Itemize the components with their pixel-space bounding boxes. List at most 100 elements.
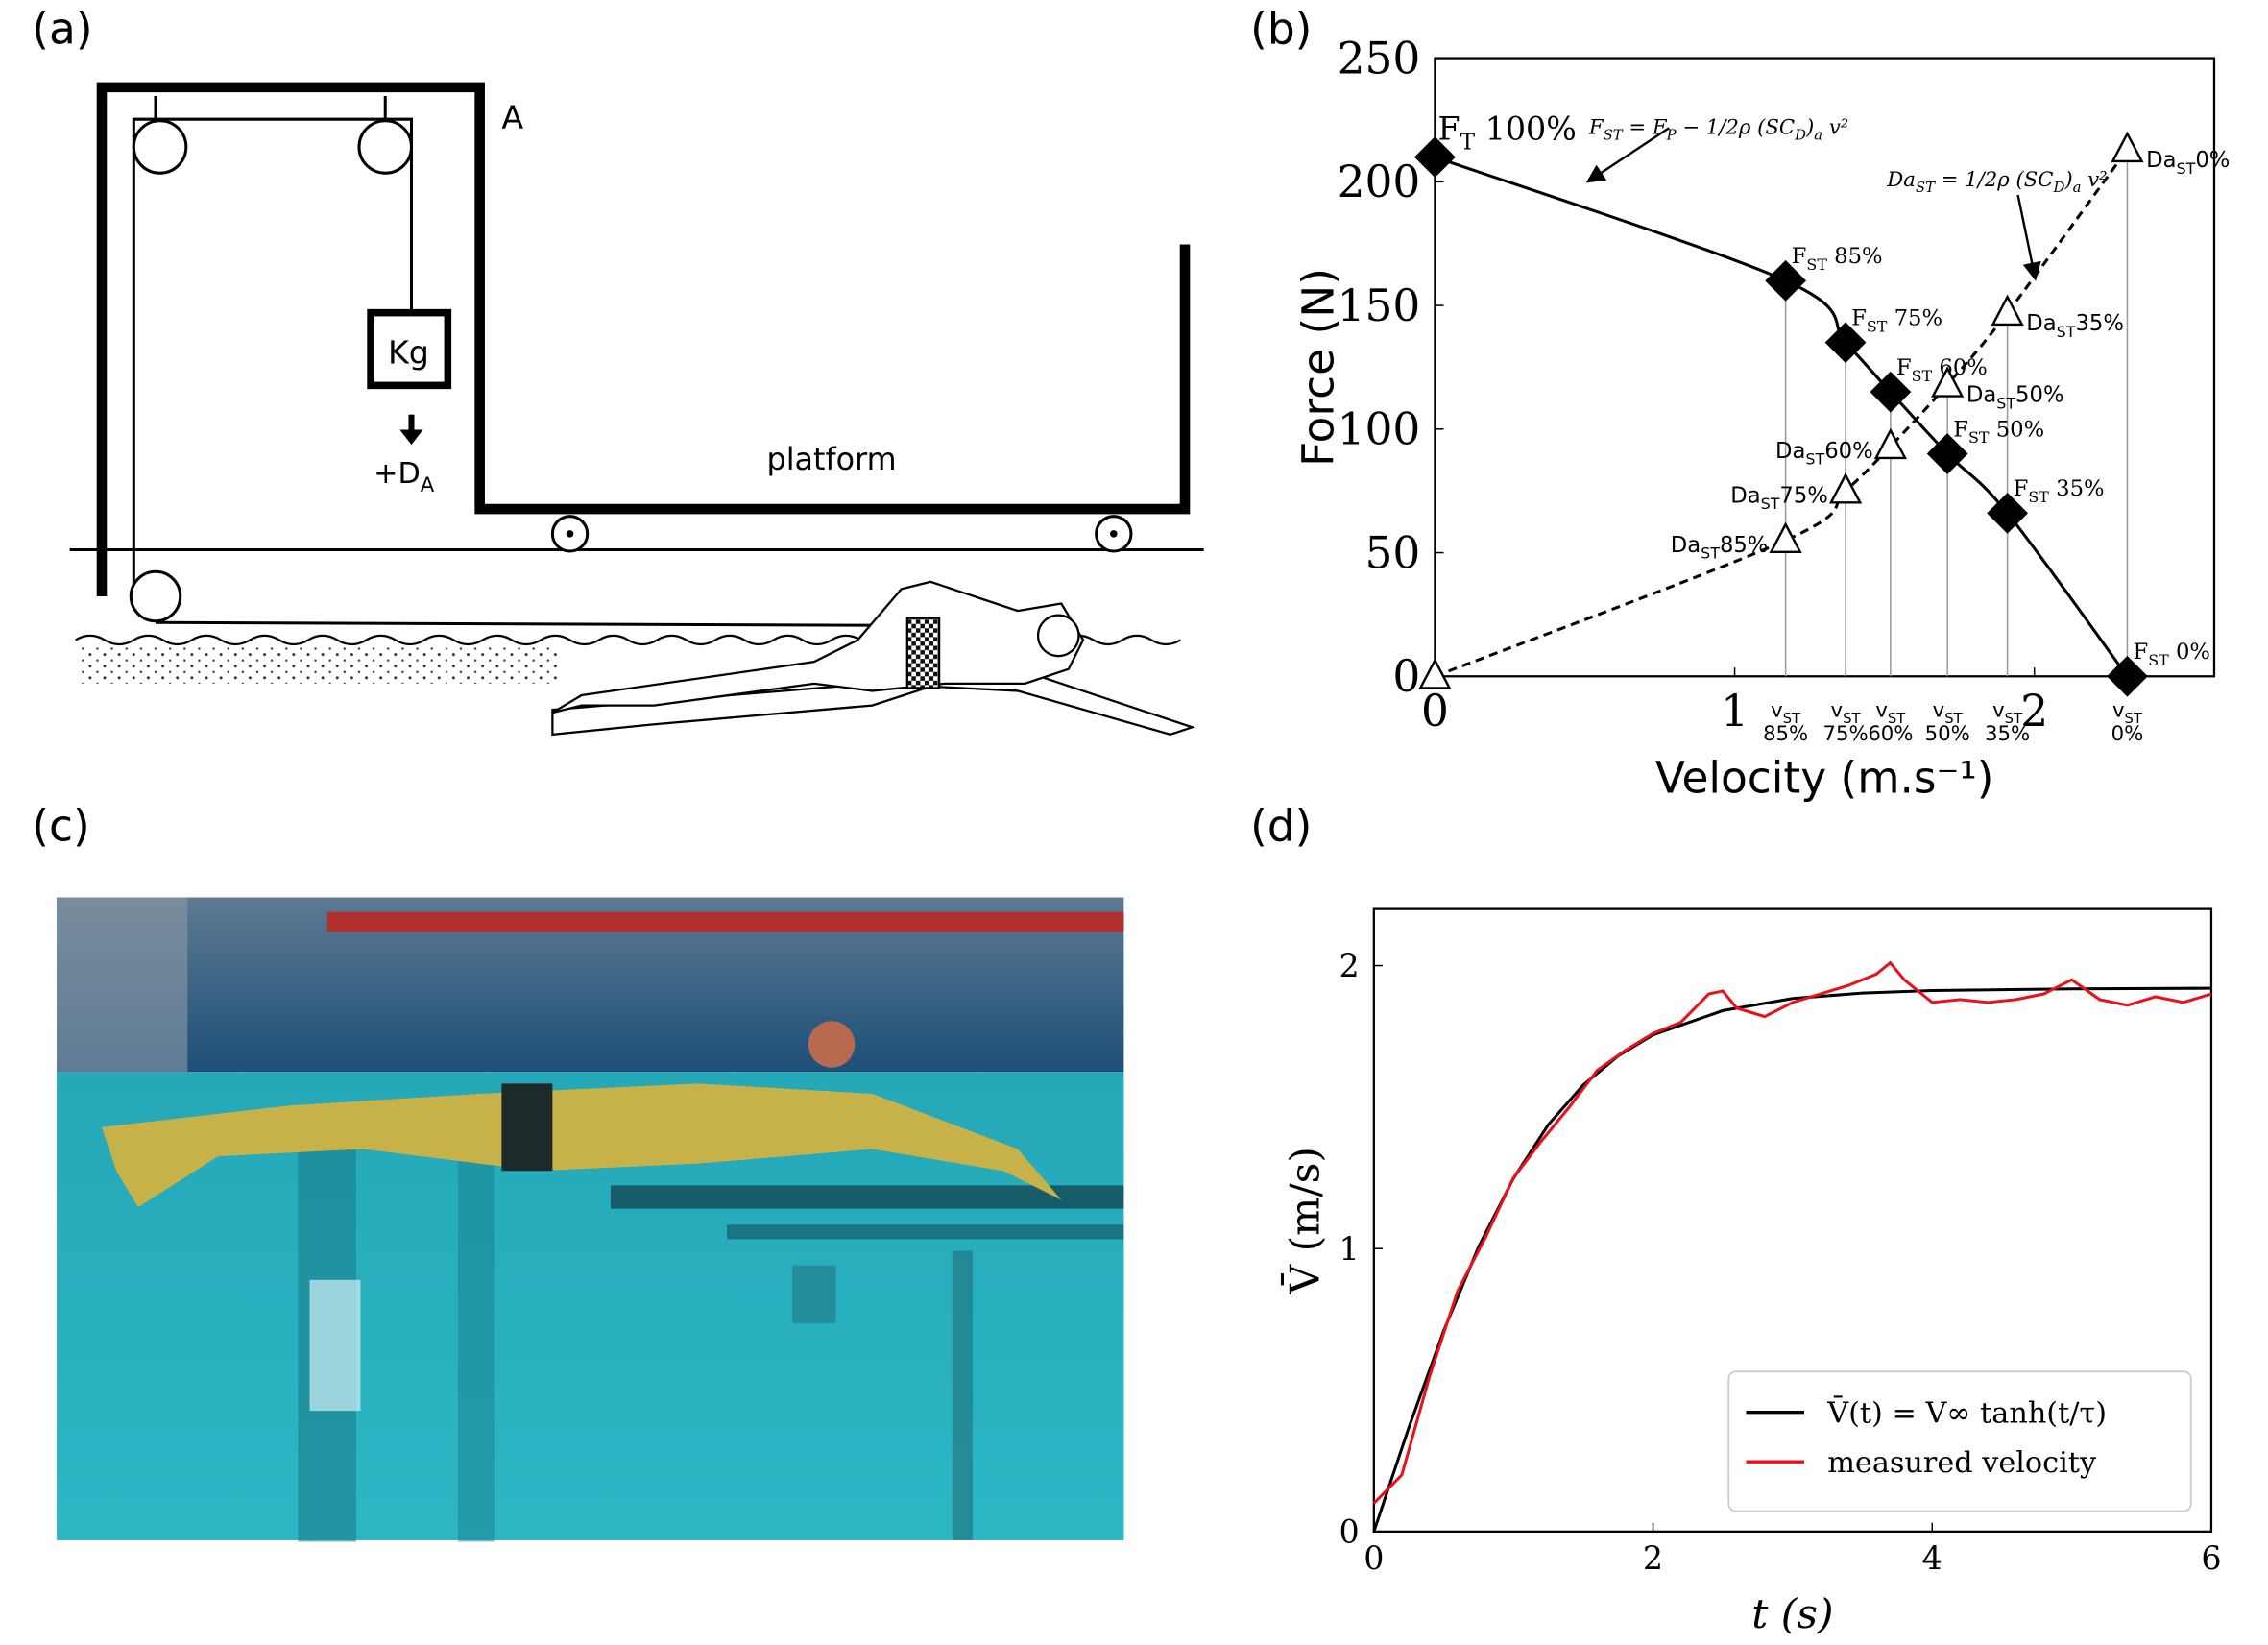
diamond-marker [2107, 655, 2148, 697]
tow-line [156, 620, 902, 627]
text-part: F [2134, 640, 2149, 665]
subscript: T [1460, 129, 1476, 155]
lane-rope [727, 1224, 1124, 1240]
point-label: FST 85% [1792, 244, 1883, 274]
text-part: Da [1966, 383, 1996, 408]
panel-label: (c) [32, 800, 89, 851]
annotation: DaST = 1/2ρ (SCD)a v² [1886, 167, 2107, 196]
x-tick-label: 1 [1721, 686, 1749, 737]
text-part: v [1771, 698, 1783, 722]
text-part: F [2014, 476, 2029, 501]
subscript: ST [1944, 711, 1963, 727]
x-point-label: vST [1875, 698, 1906, 727]
subscript: ST [2124, 711, 2142, 727]
text-part: ) [2063, 167, 2072, 191]
text-part: − 1/2ρ (SC [1677, 114, 1795, 138]
annotation-arrow [1585, 127, 1670, 183]
diamond-marker [1824, 322, 1867, 364]
light [309, 1279, 361, 1412]
text-part: Da [2026, 311, 2056, 336]
pulley [132, 119, 188, 175]
subscript: ST [1996, 394, 2015, 412]
x-point-label: 75% [1823, 721, 1869, 745]
text-part: 85% [1720, 533, 1768, 558]
point-label: FST 60% [1896, 355, 1988, 385]
lane-marking [952, 1250, 973, 1540]
weight [367, 308, 452, 390]
subscript: ST [2028, 488, 2049, 506]
water [80, 646, 560, 684]
text-part: F [1792, 244, 1807, 269]
swimmer-body [551, 580, 1085, 714]
pulley [129, 569, 182, 623]
series-line [1372, 960, 2212, 1505]
swimmer [101, 1083, 1062, 1208]
text-part: v² [1822, 114, 1848, 138]
subscript: ST [2005, 711, 2023, 727]
text-part: F [1851, 306, 1867, 331]
subscript: a [1814, 128, 1822, 144]
subscript: ST [1843, 711, 1861, 727]
point-label: DaST75% [1730, 483, 1828, 513]
diamond-marker [1414, 136, 1456, 178]
point-label: FST 50% [1953, 417, 2044, 447]
x-point-label: 50% [1925, 721, 1970, 745]
annotation: FST = FP − 1/2ρ (SCD)a v² [1588, 114, 1848, 143]
text-part: 85% [1827, 244, 1883, 269]
text-part: v [1933, 698, 1945, 722]
legend-label: V̄(t) = V∞ tanh(t/τ) [1826, 1395, 2107, 1431]
x-point-label: 60% [1868, 721, 1913, 745]
text-part: Da [1671, 533, 1701, 558]
x-point-label: vST [1831, 698, 1862, 727]
text-part: F [1588, 114, 1604, 138]
y-tick-label: 2 [1339, 947, 1360, 984]
text-part: 50% [1989, 417, 2044, 442]
plot-frame [1372, 907, 2213, 1533]
point-label: FST 35% [2014, 476, 2105, 506]
x-point-label: 35% [1985, 721, 2030, 745]
series-line [1434, 148, 2129, 678]
point-label: DaST0% [2146, 148, 2230, 178]
subscript: ST [2177, 159, 2196, 178]
point-label: DaST85% [1671, 533, 1769, 563]
swimmer-belt [905, 617, 941, 689]
swimmer-belt [501, 1083, 553, 1172]
y-axis-label: V̄ (m/s) [1280, 1147, 1329, 1294]
diamond-marker [1926, 433, 1968, 474]
pulley-mount [154, 95, 387, 120]
y-tick-label: 250 [1338, 33, 1421, 84]
subscript: ST [1701, 544, 1720, 563]
text-part: Da [1730, 483, 1760, 508]
weight-label: Kg [388, 334, 429, 372]
photo [57, 897, 1124, 1542]
force-arrow [399, 429, 423, 446]
subscript: ST [1783, 711, 1801, 727]
y-tick-label: 50 [1364, 527, 1420, 578]
diamond-marker [1870, 371, 1912, 413]
frame [96, 82, 1191, 596]
y-tick-label: 1 [1339, 1230, 1360, 1268]
rope [132, 117, 414, 313]
text-part: 60% [1824, 439, 1872, 464]
point-label: DaST50% [1966, 383, 2064, 413]
subscript: ST [1968, 428, 1990, 447]
text-part: 85% [1763, 721, 1808, 745]
x-axis-label: Velocity (m.s⁻¹) [1655, 752, 1994, 803]
subscript: P [1666, 128, 1677, 144]
text-part: v [1992, 698, 2005, 722]
y-tick-label: 0 [1392, 651, 1420, 702]
y-axis-label: Force (N) [1292, 268, 1343, 467]
x-tick-label: 0 [1363, 1539, 1384, 1577]
triangle-marker [1769, 521, 1802, 553]
chart: 0 1 2 0 50 100 150 200 250 Velocity (m.s⁻¹) Force … [1292, 33, 2230, 803]
pool-wall [57, 897, 188, 1073]
y-tick-label: 150 [1338, 280, 1421, 331]
text-part: Da [2146, 148, 2176, 173]
x-point-label: vST [1771, 698, 1801, 727]
x-tick-label: 6 [2201, 1539, 2221, 1577]
x-point-label: 0% [2111, 721, 2144, 745]
chart: 0 2 4 6 0 1 2 t (s) V̄ (m/s) V̄(t) = V∞ tanh(t/τ)… [1280, 907, 2222, 1637]
text-part: = 1/2ρ (SC [1935, 167, 2053, 191]
subscript: a [2073, 180, 2082, 196]
